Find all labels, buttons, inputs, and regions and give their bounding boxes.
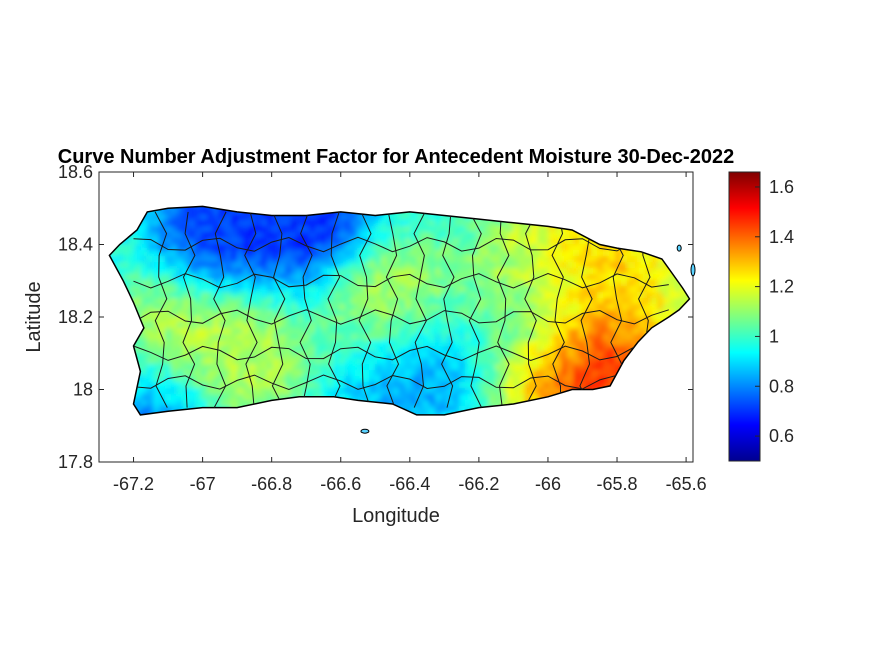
colorbar-tick-label: 1.2 (769, 277, 794, 297)
colorbar-tick-label: 1.6 (769, 177, 794, 197)
y-tick-label: 18.2 (58, 307, 93, 327)
y-tick-label: 18.4 (58, 235, 93, 255)
islets (360, 244, 696, 434)
x-tick-label: -67 (190, 474, 216, 494)
x-tick-label: -66.4 (389, 474, 430, 494)
x-tick-label: -66.6 (320, 474, 361, 494)
y-tick-label: 18.6 (58, 162, 93, 182)
colorbar-tick-label: 1.4 (769, 227, 794, 247)
colorbar-tick-label: 1 (769, 326, 779, 346)
x-tick-label: -66.8 (251, 474, 292, 494)
island-outline (108, 205, 691, 416)
x-axis-label: Longitude (352, 505, 440, 527)
x-axis: -67.2 -67 -66.8 -66.6 -66.4 -66.2 -66 -65.8 -65.… (113, 172, 707, 494)
municipality-boundaries (133, 211, 670, 408)
y-tick-label: 18 (73, 380, 93, 400)
x-tick-label: -67.2 (113, 474, 154, 494)
x-tick-label: -66 (535, 474, 561, 494)
x-tick-label: -65.8 (597, 474, 638, 494)
y-axis-label: Latitude (23, 281, 45, 352)
y-axis: 17.8 18 18.2 18.4 18.6 (58, 162, 693, 472)
x-tick-label: -65.6 (666, 474, 707, 494)
x-tick-label: -66.2 (458, 474, 499, 494)
y-tick-label: 17.8 (58, 452, 93, 472)
plot-title: Curve Number Adjustment Factor for Antec… (58, 146, 734, 168)
colorbar (728, 171, 761, 462)
colorbar-ticks: 0.6 0.8 1 1.2 1.4 1.6 (755, 177, 794, 446)
colorbar-tick-label: 0.8 (769, 376, 794, 396)
colorbar-tick-label: 0.6 (769, 426, 794, 446)
